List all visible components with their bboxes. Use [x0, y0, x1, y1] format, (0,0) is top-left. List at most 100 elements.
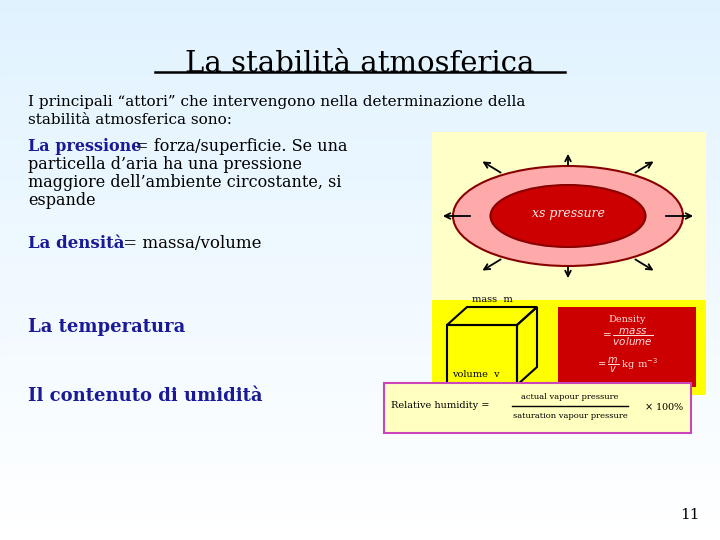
- Bar: [0, 515, 720, 517]
- Text: La temperatura: La temperatura: [28, 318, 185, 336]
- Bar: [0, 44, 720, 46]
- Bar: [0, 291, 720, 293]
- Bar: [0, 209, 720, 211]
- Bar: [0, 487, 720, 489]
- Bar: [0, 211, 720, 213]
- Bar: [0, 420, 720, 422]
- Bar: [0, 437, 720, 438]
- Bar: [0, 129, 720, 131]
- Bar: [0, 226, 720, 228]
- Bar: [0, 116, 720, 118]
- Bar: [0, 531, 720, 534]
- Text: $=\dfrac{mass}{volume}$: $=\dfrac{mass}{volume}$: [600, 327, 654, 348]
- Bar: [0, 430, 720, 433]
- Bar: [0, 454, 720, 456]
- Bar: [0, 399, 720, 401]
- Bar: [0, 33, 720, 36]
- Bar: [0, 224, 720, 226]
- Bar: [0, 333, 720, 335]
- Bar: [0, 528, 720, 529]
- Bar: [0, 472, 720, 475]
- Bar: [0, 51, 720, 53]
- Bar: [0, 414, 720, 416]
- Bar: [0, 411, 720, 414]
- Bar: [0, 388, 720, 390]
- Text: particella d’aria ha una pressione: particella d’aria ha una pressione: [28, 156, 302, 173]
- Bar: [0, 507, 720, 508]
- Bar: [0, 403, 720, 405]
- Bar: [0, 65, 720, 68]
- Bar: [0, 298, 720, 300]
- Bar: [0, 237, 720, 238]
- Bar: [0, 154, 720, 156]
- Bar: [0, 303, 720, 306]
- Bar: [0, 394, 720, 396]
- Bar: [0, 422, 720, 424]
- Bar: [0, 396, 720, 399]
- Bar: [0, 361, 720, 363]
- Text: stabilità atmosferica sono:: stabilità atmosferica sono:: [28, 113, 232, 127]
- Bar: [0, 30, 720, 32]
- Bar: [0, 163, 720, 165]
- Text: 11: 11: [680, 508, 700, 522]
- Bar: [0, 342, 720, 344]
- Bar: [0, 441, 720, 443]
- Bar: [0, 491, 720, 494]
- Bar: [0, 424, 720, 426]
- Bar: [0, 384, 720, 386]
- Bar: [0, 171, 720, 173]
- Bar: [0, 230, 720, 232]
- Bar: [0, 359, 720, 361]
- Bar: [0, 19, 720, 21]
- Bar: [0, 70, 720, 72]
- Bar: [0, 470, 720, 472]
- Bar: [0, 494, 720, 496]
- Bar: [0, 276, 720, 279]
- Bar: [0, 466, 720, 468]
- Bar: [0, 146, 720, 147]
- Bar: [0, 242, 720, 245]
- Bar: [0, 184, 720, 186]
- Bar: [0, 200, 720, 202]
- Bar: [0, 365, 720, 367]
- Bar: [0, 63, 720, 65]
- Text: I principali “attori” che intervengono nella determinazione della: I principali “attori” che intervengono n…: [28, 95, 526, 109]
- Bar: [0, 12, 720, 15]
- Bar: [0, 428, 720, 430]
- Bar: [0, 319, 720, 321]
- Bar: [0, 82, 720, 84]
- Bar: [0, 95, 720, 97]
- Bar: [0, 247, 720, 249]
- Bar: [0, 264, 720, 266]
- Bar: [0, 103, 720, 105]
- Bar: [0, 321, 720, 323]
- Bar: [432, 132, 706, 300]
- Bar: [0, 447, 720, 449]
- Bar: [0, 338, 720, 340]
- Bar: [0, 251, 720, 253]
- Bar: [0, 49, 720, 51]
- Bar: [0, 107, 720, 110]
- Bar: [0, 496, 720, 498]
- Bar: [0, 282, 720, 285]
- Bar: [0, 194, 720, 196]
- Bar: [0, 458, 720, 460]
- Bar: [0, 498, 720, 500]
- Bar: [0, 281, 720, 282]
- Bar: [0, 372, 720, 373]
- Bar: [0, 42, 720, 44]
- Ellipse shape: [453, 166, 683, 266]
- Bar: [0, 2, 720, 4]
- Text: Il contenuto di umidità: Il contenuto di umidità: [28, 387, 263, 405]
- Bar: [0, 86, 720, 89]
- Bar: [0, 356, 720, 359]
- Bar: [0, 377, 720, 380]
- Bar: [0, 525, 720, 528]
- Bar: [0, 4, 720, 6]
- Text: xs pressure: xs pressure: [531, 207, 604, 220]
- Text: $=\dfrac{m}{v}$ kg m$^{-3}$: $=\dfrac{m}{v}$ kg m$^{-3}$: [596, 356, 658, 375]
- Bar: [0, 150, 720, 152]
- Bar: [0, 190, 720, 192]
- Bar: [0, 21, 720, 23]
- Bar: [0, 167, 720, 168]
